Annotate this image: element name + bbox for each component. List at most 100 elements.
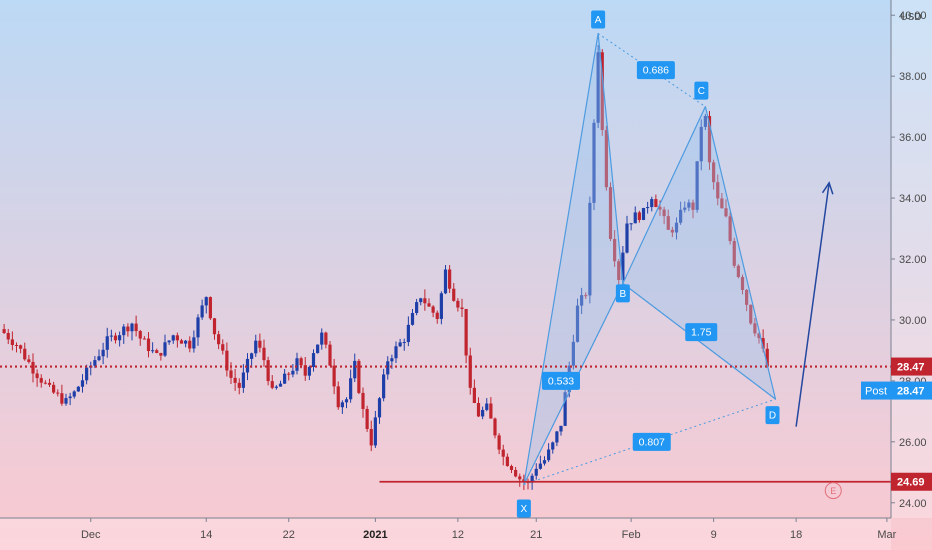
y-tick-label: 26.00	[899, 437, 927, 449]
price-levels	[0, 365, 891, 483]
candle-body	[175, 335, 179, 341]
candle-body	[101, 349, 105, 357]
candle-body	[60, 393, 64, 404]
candle-body	[646, 207, 650, 209]
candle-body	[19, 345, 23, 349]
candle-body	[683, 207, 687, 210]
candle-body	[724, 208, 728, 217]
candle-body	[608, 187, 613, 239]
candle-body	[691, 202, 695, 210]
candle-body	[522, 479, 526, 482]
candle-body	[509, 466, 514, 470]
candle-body	[390, 358, 394, 362]
candle-body	[336, 386, 340, 408]
candle-body	[14, 345, 19, 347]
candle-body	[163, 342, 167, 356]
candle-body	[460, 307, 464, 309]
candle-body	[740, 276, 745, 290]
pattern-ratio-line	[622, 282, 776, 400]
candle-body	[270, 381, 274, 388]
price-tags: 28.47 24.69 Post 28.47	[861, 357, 932, 491]
candle-body	[204, 297, 208, 306]
y-ticks: 24.0026.0028.0030.0032.0034.0036.0038.00…	[891, 10, 927, 510]
candle-body	[493, 418, 497, 436]
candle-body	[151, 350, 155, 352]
candle-body	[485, 403, 489, 410]
candle-body	[287, 373, 291, 375]
candle-body	[229, 370, 233, 378]
candle-body	[369, 428, 373, 446]
price-tag-box	[891, 472, 932, 491]
time-axis-panel[interactable]	[0, 518, 891, 550]
candle-body	[47, 382, 52, 385]
x-tick-label: Feb	[622, 529, 641, 541]
price-tag-box	[891, 357, 932, 376]
price-axis-panel[interactable]	[891, 0, 932, 518]
pattern-point-box	[765, 406, 780, 425]
y-tick-label: 30.00	[899, 315, 927, 327]
candle-body	[349, 378, 353, 400]
candle-body	[241, 372, 245, 388]
candle-body	[353, 360, 357, 379]
candle-body	[217, 334, 221, 345]
x-tick-label: 21	[530, 529, 542, 541]
candle-body	[328, 344, 332, 366]
candle-body	[31, 361, 35, 374]
post-label-box	[861, 381, 891, 400]
candle-body	[320, 332, 324, 345]
candle-body	[761, 338, 765, 349]
event-marker-text: E	[830, 486, 836, 496]
candle-body	[76, 386, 80, 392]
candle-body	[464, 308, 468, 356]
candle-body	[72, 391, 76, 397]
candle-body	[476, 402, 481, 417]
candle-body	[728, 216, 732, 242]
candle-body	[518, 476, 522, 480]
x-ticks: Dec 14 22 2021 12 21 Feb 9 18 Mar	[81, 518, 897, 541]
candle-body	[274, 386, 278, 388]
candle-body	[406, 324, 410, 343]
candle-body	[749, 304, 753, 324]
x-tick-label: Dec	[81, 529, 101, 541]
ratio-text: 1.75	[691, 327, 712, 339]
candle-body	[386, 361, 390, 375]
ratio-box	[636, 61, 675, 80]
pattern-point-text: X	[521, 504, 528, 515]
candle-body	[398, 342, 402, 347]
candle-body	[641, 207, 646, 220]
pattern-point-label: B	[615, 284, 630, 303]
candle-body	[365, 408, 369, 429]
candle-body	[679, 209, 683, 223]
annotations: X A B C D 0.533 0.686 1.75 0.807 E	[516, 10, 842, 518]
candle-body	[142, 338, 146, 340]
x-tick-label: 14	[200, 529, 212, 541]
candle-body	[439, 293, 443, 319]
candle-body	[580, 295, 584, 306]
post-price-text: 28.47	[897, 386, 925, 398]
ratio-text: 0.533	[548, 375, 574, 387]
candle-body	[179, 340, 184, 344]
candle-body	[571, 341, 575, 366]
candle-body	[452, 288, 456, 301]
candle-body	[456, 300, 460, 308]
y-tick-label: 32.00	[899, 254, 927, 266]
candle-body	[637, 212, 641, 220]
x-tick-label: 9	[711, 529, 717, 541]
candle-body	[621, 252, 625, 280]
candle-body	[658, 206, 662, 210]
pattern-point-text: C	[698, 86, 705, 97]
candle-body	[757, 333, 761, 339]
candle-body	[662, 209, 666, 217]
candle-body	[720, 198, 724, 209]
pattern-point-text: D	[769, 411, 776, 422]
ratio-box	[685, 323, 718, 342]
candle-body	[489, 403, 493, 419]
candle-body	[43, 382, 47, 384]
candle-body	[530, 475, 534, 483]
price-tag-text: 24.69	[897, 477, 925, 489]
candle-body	[596, 52, 600, 123]
candle-body	[765, 348, 769, 367]
